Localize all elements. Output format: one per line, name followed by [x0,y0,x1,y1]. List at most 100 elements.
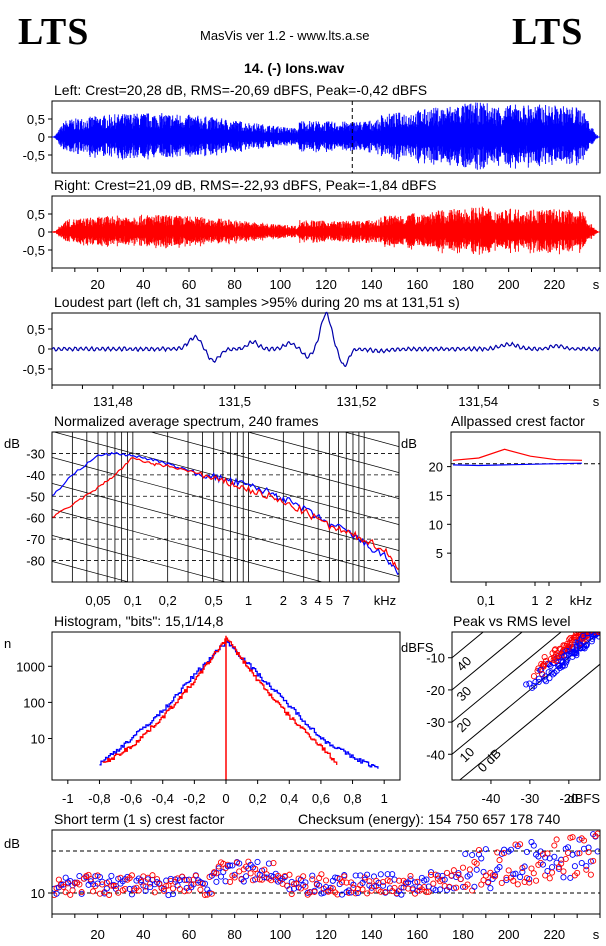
left-waveform-trace [53,102,598,170]
loudest-part-trace [51,311,601,367]
file-title: 14. (-) Ions.wav [244,60,345,76]
peak-vs-rms-point [523,681,530,688]
right-waveform-ytick-label: 0 [38,225,45,240]
histogram-xtick-label: 0,6 [312,791,330,806]
short-term-crest-point [505,867,512,874]
short-term-crest-point [252,865,259,873]
short-term-crest-point [528,865,535,872]
histogram-xtick-label: -1 [62,791,74,806]
short-term-crest-point [523,848,530,855]
right-waveform-xtick-label: 80 [227,277,241,292]
short-term-crest-xtick-label: 180 [452,927,474,942]
allpassed-crest-title: Allpassed crest factor [451,413,585,429]
short-term-crest-point [147,884,154,891]
short-term-crest-point [578,859,585,867]
right-waveform-xtick-label: 100 [269,277,291,292]
right-waveform-xtick-label: s [593,277,600,292]
allpassed-crest-ytick-label: 10 [429,517,443,532]
peak-vs-rms-xtick-label: -20 [559,791,578,806]
peak-vs-rms-diag-label: 20 [454,714,475,735]
short-term-crest-point [405,885,412,892]
short-term-crest-xtick-label: 100 [269,927,291,942]
short-term-crest-point [396,877,403,884]
short-term-crest-point [208,890,215,897]
short-term-crest-point [354,889,362,896]
short-term-crest-point [455,870,462,877]
short-term-crest-point [571,863,578,870]
peak-vs-rms-point [573,632,580,637]
short-term-crest-point [574,850,581,857]
short-term-crest-point [288,890,295,898]
peak-vs-rms-point [564,656,571,663]
peak-vs-rms-point [531,682,538,689]
peak-vs-rms-point [548,669,555,676]
loudest-part-xtick-label: 131,52 [337,394,377,409]
spectrum-ylabel: dB [4,436,20,451]
short-term-crest-plot-group [52,830,600,899]
spectrum-xtick-label: 0,1 [124,593,142,608]
peak-vs-rms-point [561,642,568,649]
peak-vs-rms-point [532,678,539,686]
short-term-crest-point [427,871,435,878]
short-term-crest-point [377,871,384,878]
short-term-crest-ytick-label: 10 [31,886,45,901]
short-term-crest-point [243,873,250,880]
short-term-crest-point [594,830,600,837]
peak-vs-rms-point [541,676,548,683]
peak-vs-rms-point [601,629,606,634]
short-term-crest-xtick-label: s [593,927,600,942]
peak-vs-rms-xtick-label: -40 [482,791,501,806]
short-term-crest-xtick-label: 80 [227,927,241,942]
spectrum-diagonal [52,561,130,582]
allpassed-crest-ytick-label: 15 [429,488,443,503]
short-term-crest-point [389,871,396,878]
histogram-xtick-label: -0,4 [152,791,174,806]
short-term-crest-point [302,883,309,890]
right-waveform-ytick-label: -0,5 [23,243,45,258]
peak-vs-rms-point [599,632,600,634]
short-term-crest-point [549,869,556,876]
peak-vs-rms-point [552,651,560,658]
left-waveform-title: Left: Crest=20,28 dB, RMS=-20,69 dBFS, P… [54,82,428,98]
peak-vs-rms-point [601,630,606,635]
spectrum-diagonal [2,158,449,278]
right-waveform-trace [53,206,598,255]
short-term-crest-point [526,876,533,883]
spectrum-diagonal [149,432,399,499]
loudest-part-title: Loudest part (left ch, 31 samples >95% d… [54,294,460,310]
short-term-crest-point [475,846,483,854]
short-term-crest-xtick-label: 160 [406,927,428,942]
allpassed-crest-xtick-label: 2 [545,593,552,608]
short-term-crest-point [569,834,576,841]
peak-vs-rms-point [573,646,580,653]
short-term-crest-point [553,836,560,843]
histogram-ylabel: n [4,636,11,651]
short-term-crest-point [567,874,574,881]
short-term-crest-point [425,888,432,895]
peak-vs-rms-point [567,634,574,642]
peak-vs-rms-point [543,678,550,685]
short-term-crest-point [487,885,494,892]
short-term-crest-title: Short term (1 s) crest factor [54,811,225,827]
loudest-part-xtick-label: 131,5 [218,394,251,409]
left-waveform-ytick-label: -0,5 [23,148,45,163]
peak-vs-rms-point [563,659,570,666]
short-term-crest-point [188,881,195,888]
short-term-crest-point [503,874,510,881]
spectrum-diagonal [2,314,449,434]
short-term-crest-point [142,883,149,890]
peak-vs-rms-point [567,642,574,649]
short-term-crest-point [507,846,515,853]
allpassed-crest-series-left [452,462,583,467]
spectrum-diagonal [52,509,324,582]
peak-vs-rms-point [560,646,567,653]
short-term-crest-point [414,878,421,885]
short-term-crest-point [510,871,517,878]
short-term-crest-point [478,855,485,862]
short-term-crest-point [215,865,222,872]
spectrum-xtick-label: 1 [245,593,252,608]
peak-vs-rms-point [553,667,560,674]
short-term-crest-point [398,884,405,891]
short-term-crest-point [343,879,350,886]
short-term-crest-point [549,864,556,871]
